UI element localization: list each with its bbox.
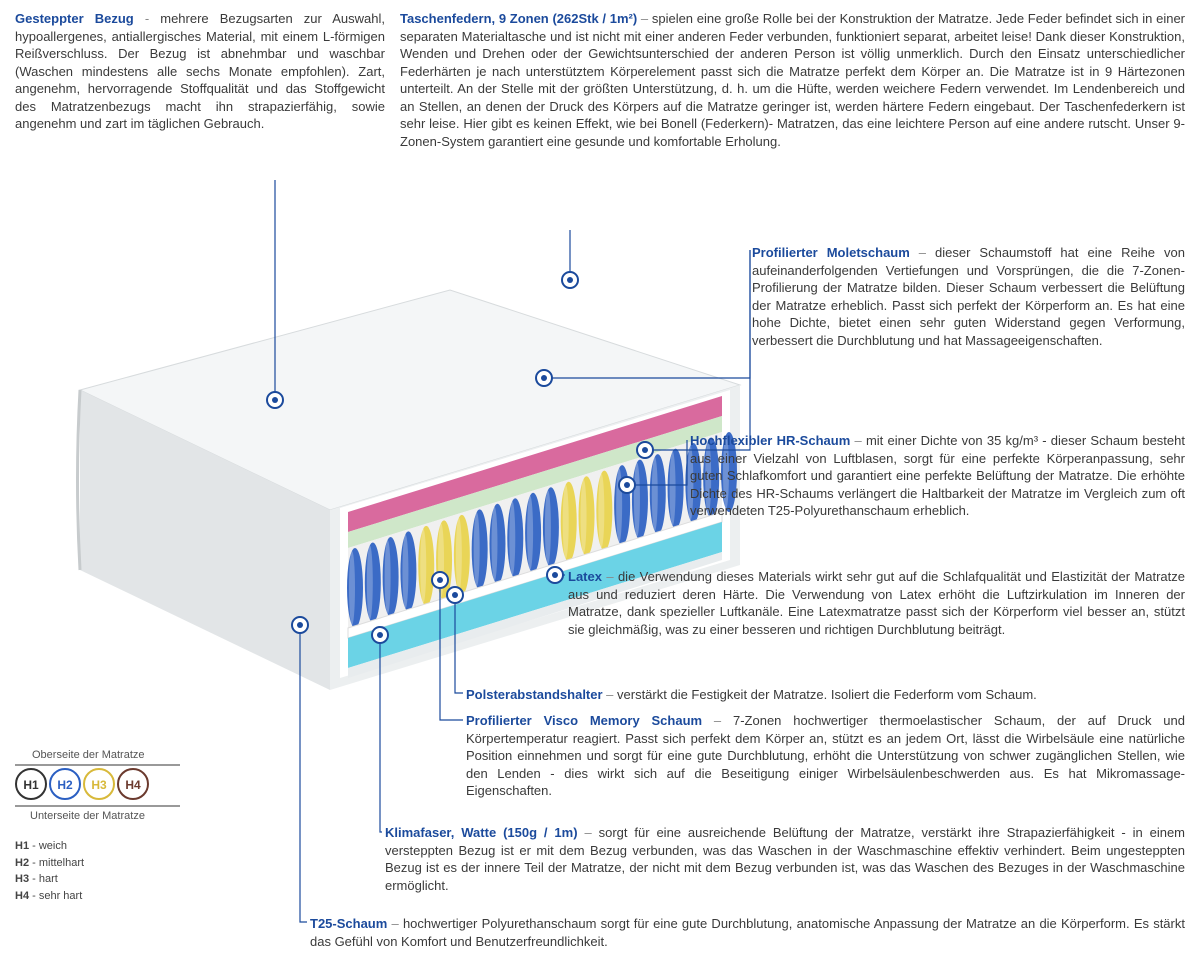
callout-head-1: Hochflexibler HR-Schaum — [690, 433, 850, 448]
body-federn: spielen eine große Rolle bei der Konstru… — [400, 11, 1185, 149]
hardness-circle-h1: H1 — [15, 768, 47, 800]
legend-items: H1 - weichH2 - mittelhartH3 - hartH4 - s… — [15, 838, 84, 904]
callout-head-0: Profilierter Moletschaum — [752, 245, 910, 260]
legend-item-h4: H4 - sehr hart — [15, 888, 84, 905]
callout-head-4: Profilierter Visco Memory Schaum — [466, 713, 702, 728]
callout-0: Profilierter Moletschaum – dieser Schaum… — [752, 244, 1185, 349]
callout-3: Polsterabstandshalter – verstärkt die Fe… — [466, 686, 1185, 704]
callout-head-5: Klimafaser, Watte (150g / 1m) — [385, 825, 578, 840]
callout-body-2: die Verwendung dieses Materials wirkt se… — [568, 569, 1185, 637]
callout-head-3: Polsterabstandshalter — [466, 687, 603, 702]
legend-item-h3: H3 - hart — [15, 871, 84, 888]
body-bezug: mehrere Bezugsarten zur Auswahl, hypoall… — [15, 11, 385, 131]
legend-item-h1: H1 - weich — [15, 838, 84, 855]
callout-body-0: dieser Schaumstoff hat eine Reihe von au… — [752, 245, 1185, 348]
callout-6: T25-Schaum – hochwertiger Polyurethansch… — [310, 915, 1185, 950]
hardness-circle-h2: H2 — [49, 768, 81, 800]
legend-top-label: Oberseite der Matratze — [32, 749, 145, 761]
callout-4: Profilierter Visco Memory Schaum – 7-Zon… — [466, 712, 1185, 800]
callout-body-6: hochwertiger Polyurethanschaum sorgt für… — [310, 916, 1185, 949]
hardness-circle-h3: H3 — [83, 768, 115, 800]
callout-5: Klimafaser, Watte (150g / 1m) – sorgt fü… — [385, 824, 1185, 894]
hardness-circle-h4: H4 — [117, 768, 149, 800]
legend-item-h2: H2 - mittelhart — [15, 855, 84, 872]
callout-body-3: verstärkt die Festigkeit der Matratze. I… — [617, 687, 1037, 702]
block-federn: Taschenfedern, 9 Zonen (262Stk / 1m²) – … — [400, 10, 1185, 150]
head-federn: Taschenfedern, 9 Zonen (262Stk / 1m²) — [400, 11, 637, 26]
callout-1: Hochflexibler HR-Schaum – mit einer Dich… — [690, 432, 1185, 520]
legend-bottom-label: Unterseite der Matratze — [30, 810, 145, 822]
callout-2: Latex – die Verwendung dieses Materials … — [568, 568, 1185, 638]
callout-head-2: Latex — [568, 569, 602, 584]
legend-circles: H1H2H3H4 — [15, 768, 151, 800]
head-bezug: Gesteppter Bezug — [15, 11, 134, 26]
callout-head-6: T25-Schaum — [310, 916, 387, 931]
block-bezug: Gesteppter Bezug - mehrere Bezugsarten z… — [15, 10, 385, 133]
